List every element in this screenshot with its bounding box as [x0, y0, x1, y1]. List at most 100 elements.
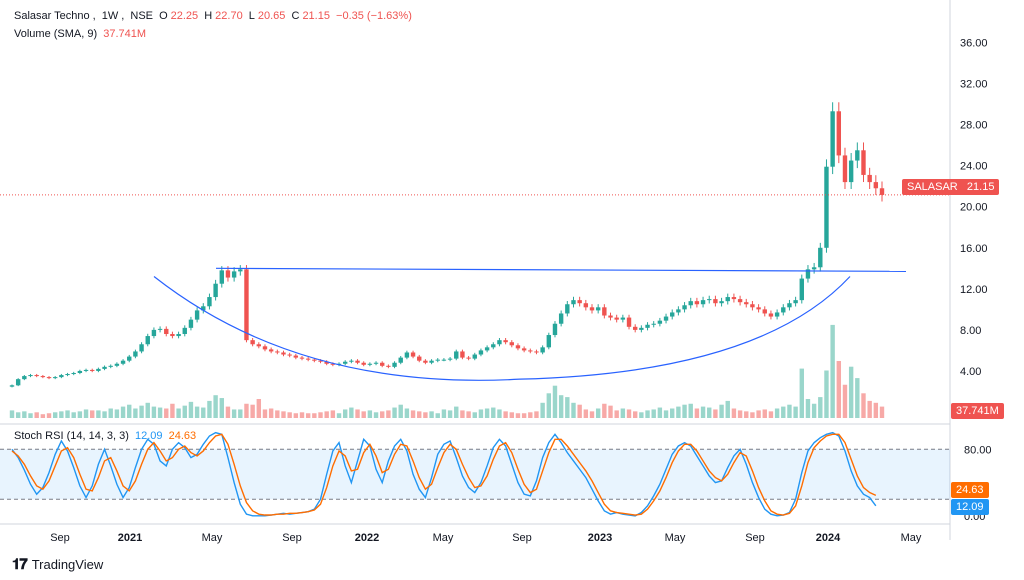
volume-bar: [626, 409, 632, 418]
volume-bar: [386, 410, 391, 418]
candle-body: [608, 315, 613, 318]
volume-bar: [521, 413, 527, 418]
candle-body: [583, 303, 589, 308]
volume-bar: [842, 384, 848, 418]
stoch-rsi-label: Stoch RSI (14, 14, 3, 3): [14, 430, 129, 442]
candle-body: [108, 365, 113, 367]
candle-body: [515, 345, 521, 349]
volume-bar: [194, 406, 200, 418]
volume-bar: [22, 411, 27, 418]
volume-bar: [491, 407, 496, 418]
candle-body: [133, 351, 138, 357]
volume-bar: [768, 411, 774, 418]
candle-body: [299, 357, 305, 359]
volume-bar: [657, 407, 663, 418]
candle-body: [102, 366, 107, 369]
candle-body: [626, 317, 632, 327]
candle-body: [435, 359, 440, 361]
volume-bar: [225, 406, 231, 418]
volume-bar: [96, 410, 101, 418]
candle-body: [707, 299, 712, 301]
candle-body: [207, 297, 212, 307]
rsi-y-tick-label: 80.00: [964, 444, 992, 456]
low-label: L: [248, 10, 255, 22]
volume-bar: [719, 404, 724, 418]
volume-bar: [114, 409, 120, 418]
volume-bar: [46, 413, 52, 418]
volume-bar: [528, 412, 533, 418]
y-tick-label: 12.00: [960, 284, 988, 296]
volume-bar: [725, 400, 730, 418]
stoch-k-tag: 12.09: [951, 499, 989, 515]
candle-body: [281, 352, 286, 355]
volume-bar: [120, 406, 126, 418]
volume-bar: [879, 406, 885, 418]
volume-bar: [620, 408, 626, 418]
volume-bar: [824, 370, 829, 418]
candle-body: [429, 360, 434, 363]
volume-bar: [127, 404, 132, 418]
volume-bar: [589, 411, 595, 418]
candle-body: [127, 356, 132, 361]
volume-bar: [367, 410, 373, 418]
volume-bar: [219, 398, 224, 418]
candle-body: [305, 358, 311, 360]
candle-body: [879, 188, 885, 195]
candle-body: [225, 270, 231, 278]
candle-body: [213, 283, 218, 298]
volume-bar: [454, 406, 459, 418]
volume-bar: [275, 410, 280, 418]
volume-bar: [423, 412, 428, 418]
volume-bar: [836, 361, 842, 418]
volume-bar: [108, 408, 113, 418]
candle-body: [719, 301, 724, 304]
candle-body: [614, 317, 619, 320]
candle-body: [373, 362, 379, 364]
tradingview-logo[interactable]: 𝟏𝟕 TradingView: [12, 556, 103, 573]
volume-bar: [818, 397, 823, 418]
volume-bar: [447, 410, 453, 418]
volume-bar: [299, 412, 305, 418]
candle-body: [811, 267, 817, 270]
volume-bar: [361, 411, 366, 418]
volume-bar: [602, 403, 607, 418]
candle-body: [65, 374, 70, 376]
volume-bar: [176, 408, 181, 418]
volume-bar: [133, 408, 138, 418]
candle-body: [15, 379, 21, 386]
stoch-rsi-legend: Stoch RSI (14, 14, 3, 3) 12.09 24.63: [14, 430, 199, 442]
x-tick-label: Sep: [50, 532, 70, 544]
volume-bar: [873, 402, 879, 418]
candle-body: [244, 269, 249, 341]
volume-bar: [762, 409, 767, 418]
candle-body: [441, 359, 447, 361]
volume-bar: [330, 410, 336, 418]
volume-bar: [139, 405, 144, 418]
candle-body: [423, 360, 428, 363]
volume-bar: [268, 408, 274, 418]
volume-bar: [305, 413, 311, 418]
volume-bar: [373, 412, 379, 418]
volume-bar: [787, 404, 792, 418]
price-tag: SALASAR 21.15: [902, 179, 1000, 195]
volume-bar: [558, 395, 564, 418]
candle-body: [404, 352, 410, 358]
candle-body: [546, 335, 552, 348]
volume-bar: [503, 411, 508, 418]
candle-body: [34, 375, 39, 377]
candle-body: [22, 376, 27, 380]
candle-body: [83, 369, 89, 371]
candle-body: [818, 247, 823, 268]
candle-body: [330, 363, 336, 365]
candle-body: [620, 317, 626, 320]
candle-body: [682, 305, 687, 310]
volume-bar: [435, 413, 440, 418]
volume-bar: [460, 410, 465, 418]
volume-bar: [639, 412, 644, 418]
candle-body: [558, 313, 564, 324]
candle-body: [250, 340, 255, 345]
volume-bar: [182, 405, 187, 418]
volume-bar: [145, 402, 150, 418]
